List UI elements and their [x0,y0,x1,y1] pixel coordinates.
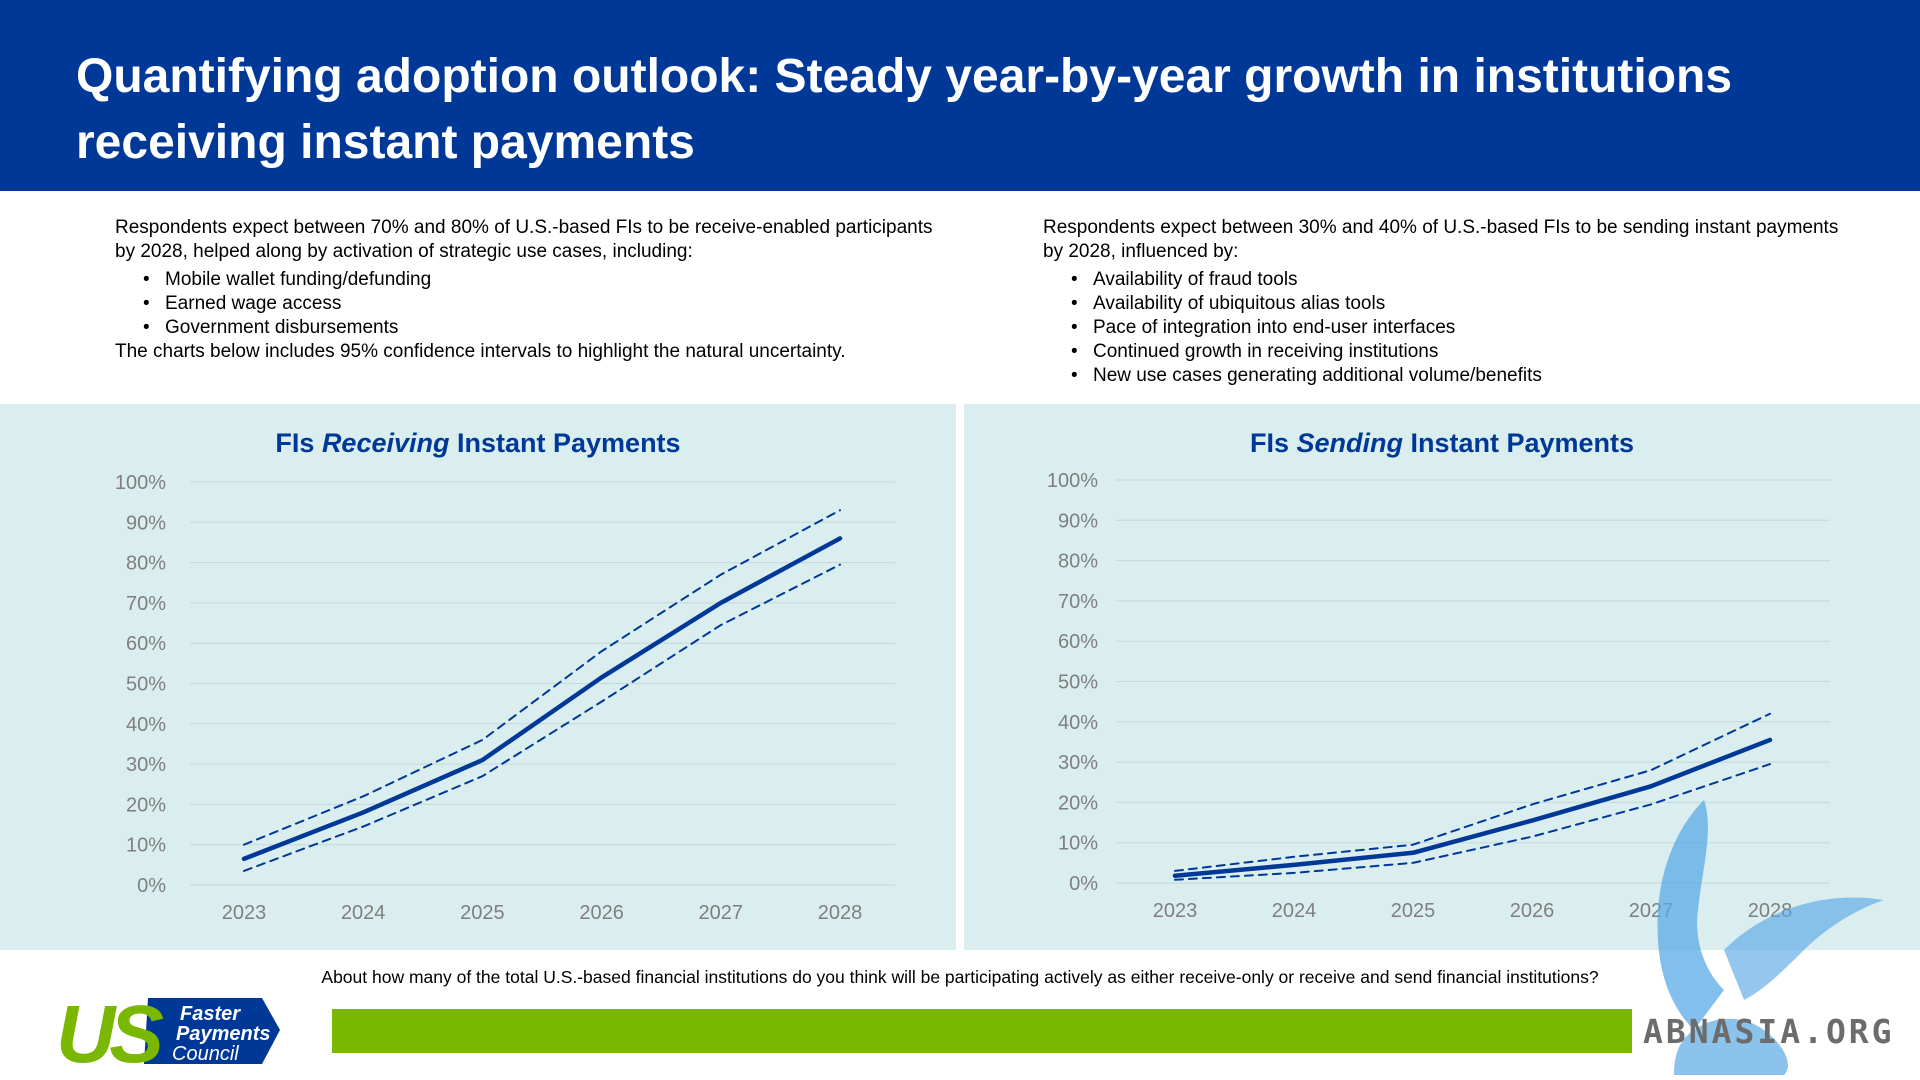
receiving-intro-text: Respondents expect between 70% and 80% o… [115,216,955,364]
bullet-item: Government disbursements [143,316,955,340]
bullet-item: Continued growth in receiving institutio… [1071,340,1863,364]
y-tick-label: 60% [1058,631,1098,653]
x-tick-label: 2025 [1391,900,1436,922]
y-tick-label: 10% [1058,833,1098,855]
chart-title-emphasis: Sending [1296,428,1403,458]
bullet-item: Mobile wallet funding/defunding [143,268,955,292]
y-tick-label: 90% [126,512,166,534]
bullet-item: Pace of integration into end-user interf… [1071,316,1863,340]
y-tick-label: 30% [126,754,166,776]
y-tick-label: 10% [126,835,166,857]
watermark-text: ABNASIA.ORG [1643,1012,1895,1051]
sending-bullet-list: Availability of fraud tools Availability… [1071,268,1863,388]
y-tick-label: 40% [1058,712,1098,734]
confidence-interval-line [243,509,841,846]
y-tick-label: 60% [126,633,166,655]
green-footer-bar [332,1009,1632,1053]
y-tick-label: 0% [1069,873,1098,895]
sending-intro-paragraph: Respondents expect between 30% and 40% o… [1043,217,1839,262]
chart-title-suffix: Instant Payments [449,428,681,458]
page-title: Quantifying adoption outlook: Steady yea… [76,50,1733,169]
estimate-line [1172,737,1773,878]
logo-arrow-shape [144,998,300,1064]
logo-line-faster: Faster [180,1003,241,1025]
y-tick-label: 40% [126,714,166,736]
x-tick-label: 2024 [341,902,386,924]
logo-us-letters: US [56,990,163,1072]
chart-title-suffix: Instant Payments [1402,428,1635,458]
x-tick-label: 2024 [1272,900,1317,922]
receiving-bullet-list: Mobile wallet funding/defunding Earned w… [143,268,955,340]
y-tick-label: 20% [126,794,166,816]
receiving-chart-title: FIs Receiving Instant Payments [0,428,956,459]
y-tick-label: 70% [126,593,166,615]
bullet-item: Availability of ubiquitous alias tools [1071,292,1863,316]
survey-question: About how many of the total U.S.-based f… [321,967,1599,987]
y-tick-label: 80% [126,553,166,575]
y-tick-label: 30% [1058,752,1098,774]
confidence-interval-line [243,563,841,872]
logo-line-council: Council [172,1043,239,1065]
y-tick-label: 50% [126,674,166,696]
receiving-intro-paragraph: Respondents expect between 70% and 80% o… [115,217,933,262]
bullet-item: Availability of fraud tools [1071,268,1863,292]
sending-chart-title: FIs Sending Instant Payments [964,428,1920,459]
confidence-interval-line [1174,712,1771,872]
x-tick-label: 2023 [222,902,267,924]
sending-chart-panel: FIs Sending Instant Payments 0% 10% 20% 30%… [964,404,1920,950]
griffin-watermark-icon [1657,800,1884,1075]
confidence-interval-line [1174,763,1771,881]
us-faster-payments-logo: US Faster Payments Council [56,990,300,1072]
x-tick-label: 2025 [460,902,505,924]
x-tick-label: 2028 [818,902,863,924]
sending-intro-text: Respondents expect between 30% and 40% o… [1043,216,1863,388]
bullet-item: New use cases generating additional volu… [1071,364,1863,388]
y-tick-label: 100% [1047,470,1098,492]
y-tick-label: 0% [137,875,166,897]
y-tick-label: 90% [1058,510,1098,532]
chart-title-prefix: FIs [1249,428,1297,458]
y-tick-label: 20% [1058,792,1098,814]
x-tick-label: 2023 [1153,900,1198,922]
estimate-line [241,536,843,862]
chart-title-emphasis: Receiving [321,428,450,458]
confidence-note: The charts below includes 95% confidence… [115,341,846,362]
x-tick-label: 2027 [699,902,744,924]
y-tick-label: 50% [1058,672,1098,694]
y-tick-label: 70% [1058,591,1098,613]
x-tick-label: 2026 [1510,900,1555,922]
y-tick-label: 80% [1058,551,1098,573]
x-tick-label: 2026 [579,902,624,924]
logo-line-payments: Payments [176,1023,271,1045]
bullet-item: Earned wage access [143,292,955,316]
chart-title-prefix: FIs [275,428,322,458]
y-tick-label: 100% [115,472,166,494]
sending-line-chart: 0% 10% 20% 30% 40% 50% 60% 70% 80% 90% 100% 2023 202… [1047,470,1830,922]
receiving-chart-panel: FIs Receiving Instant Payments 0% 10% 20% 3… [0,404,956,950]
header-band: Quantifying adoption outlook: Steady yea… [0,0,1920,191]
receiving-line-chart: 0% 10% 20% 30% 40% 50% 60% 70% 80% 90% 100% 2023 202… [115,472,895,924]
